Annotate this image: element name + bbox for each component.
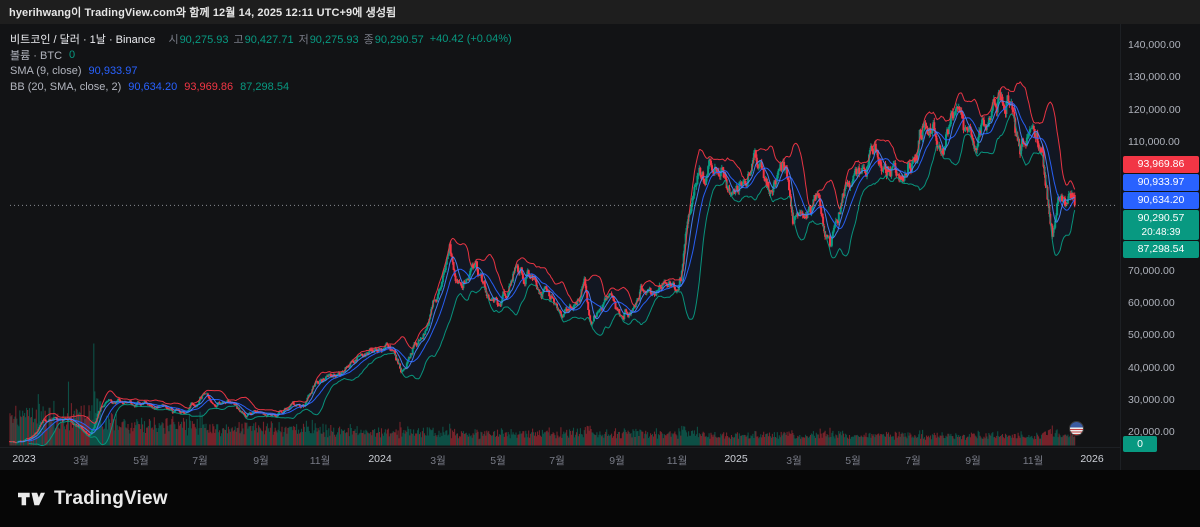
time-axis-month-label: 3월	[430, 455, 446, 467]
price-axis[interactable]: 140,000.00 130,000.00 120,000.00 110,000.00…	[1120, 24, 1200, 470]
time-axis-year-label: 2026	[1080, 453, 1104, 465]
attribution-bar: hyerihwang이 TradingView.com와 함께 12월 14, …	[0, 0, 1200, 24]
volume-legend-row[interactable]: 볼륨 · BTC 0	[10, 47, 512, 63]
indicator-price-badge: 90,634.20	[1123, 192, 1199, 209]
time-axis-year-label: 2024	[368, 453, 392, 465]
bb-value: 90,634.20	[128, 81, 178, 93]
time-axis-month-label: 3월	[73, 455, 89, 467]
attribution-text: hyerihwang이 TradingView.com와 함께 12월 14, …	[9, 7, 397, 19]
time-axis-year-label: 2023	[12, 453, 36, 465]
time-axis-month-label: 3월	[786, 455, 802, 467]
price-axis-label: 140,000.00	[1128, 39, 1181, 51]
countdown-timer: 20:48:39	[1141, 227, 1181, 238]
sma-indicator-title[interactable]: SMA (9, close)	[10, 65, 82, 77]
price-chart-canvas[interactable]	[0, 24, 1200, 470]
chart-legend: 비트코인 / 달러 · 1날 · Binance 시90,275.93 고90,4…	[10, 31, 512, 95]
ohlc-label: 종	[363, 34, 374, 46]
time-axis-month-label: 7월	[905, 455, 921, 467]
indicator-price-badge: 87,298.54	[1123, 241, 1199, 258]
time-axis-month-label: 11월	[666, 455, 688, 467]
time-axis-month-label: 5월	[490, 455, 506, 467]
price-axis-label: 130,000.00	[1128, 71, 1181, 83]
price-axis-label: 20,000.00	[1128, 426, 1175, 438]
us-flag-event-icon[interactable]	[1070, 422, 1083, 435]
price-axis-label: 110,000.00	[1128, 136, 1180, 148]
ohlc-value: 90,427.71	[244, 34, 294, 46]
tradingview-wordmark: TradingView	[54, 487, 168, 509]
change-value: +40.42 (+0.04%)	[429, 33, 512, 45]
bb-values: 90,634.20 93,969.86 87,298.54	[128, 81, 296, 93]
volume-indicator-title[interactable]: 볼륨 · BTC	[10, 50, 63, 62]
time-axis-year-label: 2025	[724, 453, 748, 465]
symbol-title[interactable]: 비트코인 / 달러 · 1날 · Binance	[10, 34, 156, 46]
sma-value: 90,933.97	[88, 65, 138, 77]
time-axis-month-label: 7월	[192, 455, 208, 467]
ohlc-values: 시90,275.93 고90,427.71 저90,275.93 종90,290.57	[163, 31, 423, 47]
price-axis-label: 30,000.00	[1128, 394, 1175, 406]
ohlc-value: 90,275.93	[309, 34, 359, 46]
tradingview-mark-icon	[18, 492, 45, 505]
ohlc-label: 고	[233, 34, 244, 46]
price-axis-label: 60,000.00	[1128, 297, 1175, 309]
bb-value: 87,298.54	[240, 81, 290, 93]
indicator-price-badge: 93,969.86	[1123, 156, 1199, 173]
price-axis-label: 70,000.00	[1128, 265, 1175, 277]
time-axis-month-label: 7월	[549, 455, 565, 467]
indicator-price-badge: 90,933.97	[1123, 174, 1199, 191]
current-price-badge: 90,290.57 20:48:39	[1123, 210, 1199, 240]
ohlc-value: 90,275.93	[179, 34, 229, 46]
sma-legend-row[interactable]: SMA (9, close) 90,933.97	[10, 63, 512, 79]
volume-value-badge: 0	[1123, 436, 1157, 452]
footer: TradingView	[0, 470, 1200, 527]
bb-legend-row[interactable]: BB (20, SMA, close, 2) 90,634.20 93,969.8…	[10, 79, 512, 95]
time-axis-month-label: 5월	[133, 455, 149, 467]
time-axis-month-label: 5월	[845, 455, 861, 467]
chart-area[interactable]: 비트코인 / 달러 · 1날 · Binance 시90,275.93 고90,4…	[0, 24, 1200, 470]
price-axis-label: 40,000.00	[1128, 362, 1175, 374]
symbol-legend-row[interactable]: 비트코인 / 달러 · 1날 · Binance 시90,275.93 고90,4…	[10, 31, 512, 47]
bb-indicator-title[interactable]: BB (20, SMA, close, 2)	[10, 81, 122, 93]
time-axis-month-label: 9월	[965, 455, 981, 467]
time-axis-month-label: 9월	[253, 455, 269, 467]
time-axis-month-label: 11월	[309, 455, 331, 467]
ohlc-label: 시	[168, 34, 179, 46]
time-axis-month-label: 11월	[1022, 455, 1044, 467]
volume-value: 0	[69, 49, 76, 61]
time-axis-month-label: 9월	[609, 455, 625, 467]
tradingview-logo[interactable]: TradingView	[18, 488, 168, 510]
ohlc-label: 저	[298, 34, 309, 46]
ohlc-value: 90,290.57	[374, 34, 424, 46]
bb-value: 93,969.86	[184, 81, 234, 93]
price-axis-label: 50,000.00	[1128, 329, 1175, 341]
time-axis[interactable]: 2023 3월 5월 7월 9월 11월 2024 3월 5월 7월 9월 11월 2025 3월 5월 7월…	[0, 447, 1120, 470]
price-axis-label: 120,000.00	[1128, 104, 1181, 116]
